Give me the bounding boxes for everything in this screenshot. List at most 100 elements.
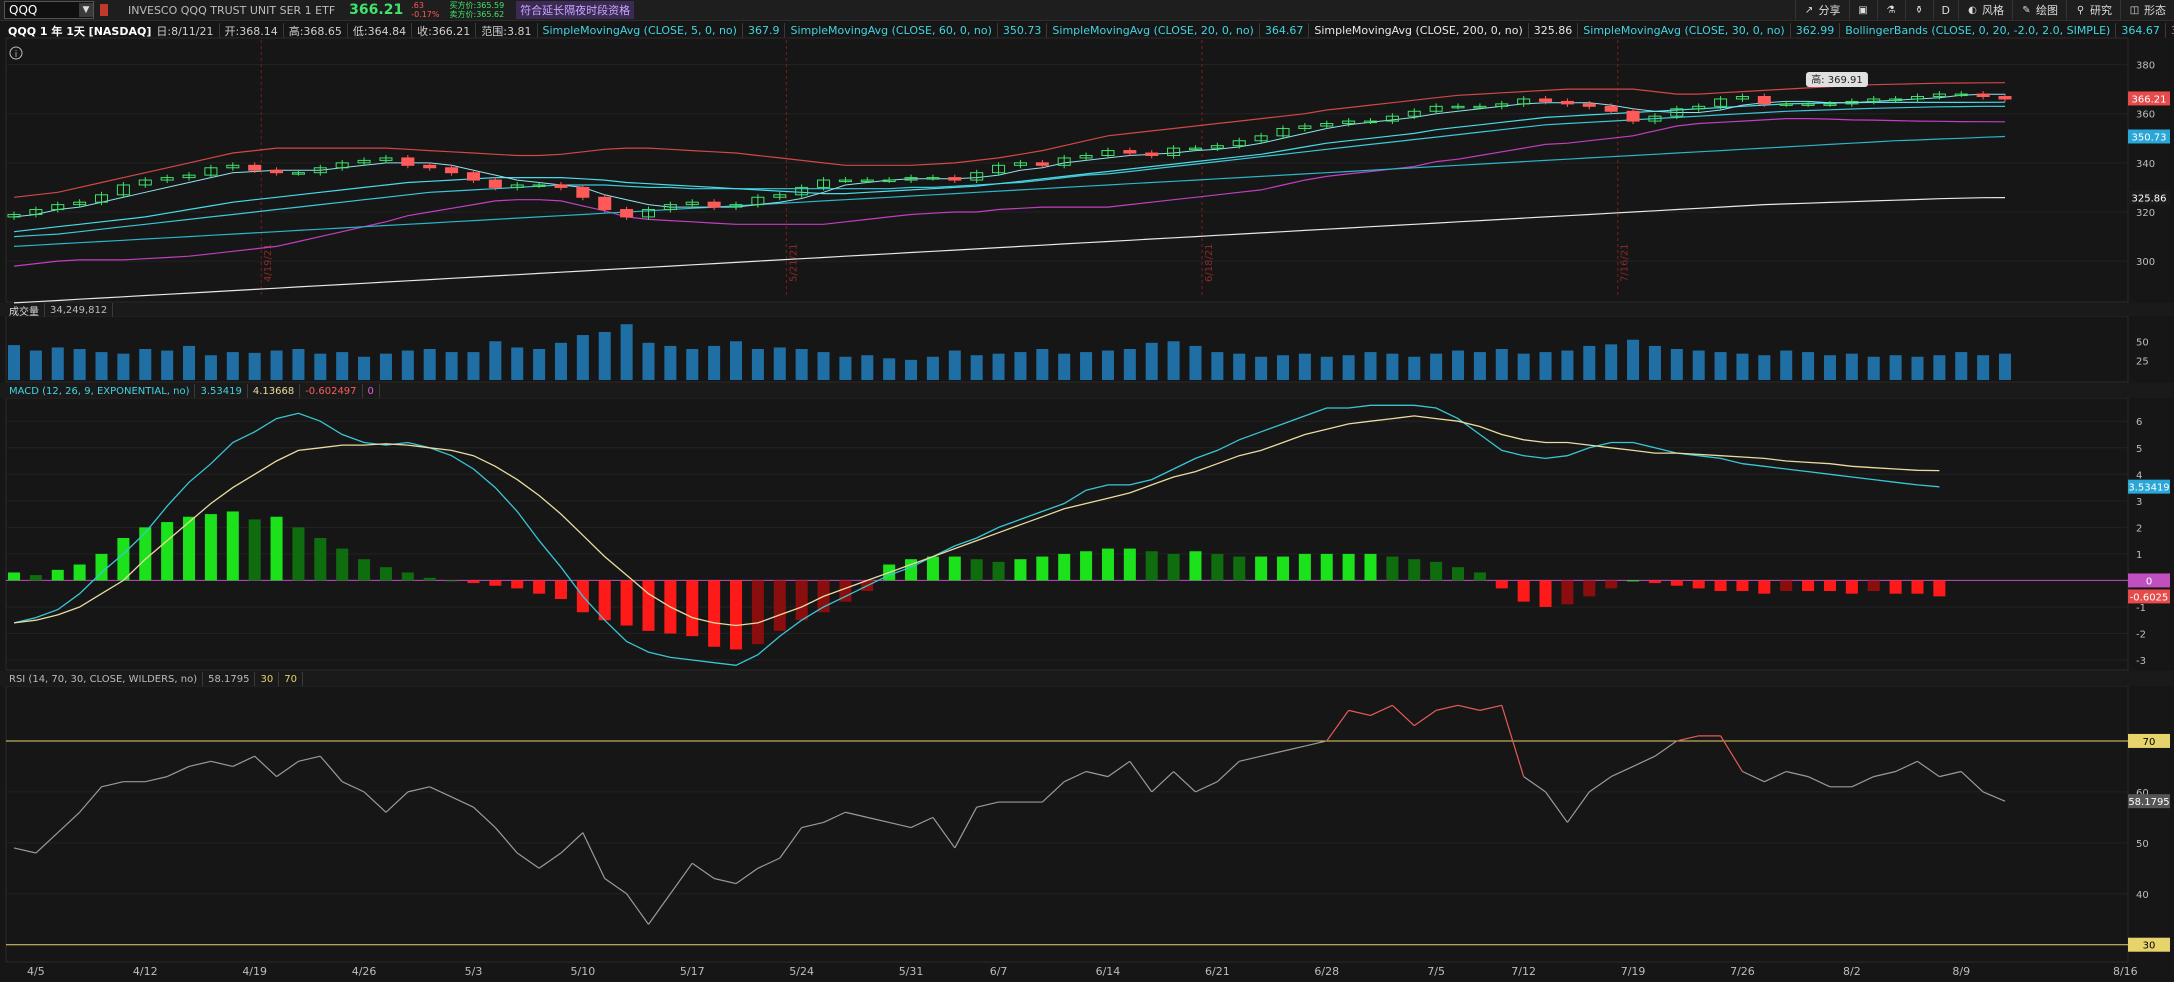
- macd-title: MACD (12, 26, 9, EXPONENTIAL, no): [4, 384, 196, 398]
- candle-body: [1320, 123, 1334, 127]
- candle-body: [510, 184, 524, 188]
- rsi-line-segment: [473, 806, 496, 828]
- macd-axis-tick: 4: [2136, 470, 2142, 481]
- last-price: 366.21: [349, 2, 404, 18]
- price-axis-tick: 360: [2136, 110, 2155, 121]
- toolbar-button-pattern[interactable]: ◫ 形态: [2120, 0, 2174, 20]
- flag-icon[interactable]: [100, 4, 108, 16]
- candle-body: [1954, 93, 1968, 97]
- rsi-title: RSI (14, 70, 30, CLOSE, WILDERS, no): [4, 672, 204, 686]
- rsi-axis-tick: 50: [2136, 839, 2149, 850]
- macd-histogram-bar: [95, 553, 108, 581]
- rsi-line-segment: [1085, 770, 1109, 778]
- macd-zero-tag: 0: [2146, 576, 2152, 587]
- volume-bar: [270, 350, 283, 380]
- macd-histogram-bar: [729, 580, 743, 650]
- candle-body: [817, 179, 831, 188]
- macd-zero-tag-bg: [2128, 573, 2170, 588]
- toolbar-button-period[interactable]: D: [1932, 0, 1958, 20]
- x-axis-label: 6/14: [1096, 965, 1121, 978]
- macd-histogram-bar: [1670, 580, 1683, 586]
- volume-bar: [1342, 355, 1355, 380]
- toolbar-button-flask[interactable]: ⚗: [1876, 0, 1905, 20]
- toolbar-button-label: D: [1941, 3, 1950, 17]
- rsi-70-tag-bg: [2128, 733, 2170, 748]
- x-axis-label: 7/12: [1511, 965, 1536, 978]
- rsi-axis-tick: 60: [2136, 788, 2149, 799]
- x-axis-label: 7/26: [1730, 965, 1755, 978]
- volume-bar: [1167, 341, 1180, 380]
- macd-axis-tick: 2: [2136, 523, 2142, 534]
- info-icon: [9, 46, 23, 60]
- macd-histogram-bar: [1539, 580, 1552, 607]
- volume-bar: [1955, 352, 1968, 380]
- bid-ask: 买方价:365.59 卖方价:365.62: [450, 1, 505, 19]
- macd-histogram-bar: [1211, 553, 1224, 581]
- macd-histogram-bar: [620, 580, 633, 626]
- extended-hours-button[interactable]: 符合延长隔夜时段资格: [516, 1, 635, 19]
- study-icon: ⚲: [2076, 4, 2085, 16]
- toolbar-button-beaker[interactable]: ⚱: [1904, 0, 1933, 20]
- macd-histogram-bar: [948, 556, 961, 581]
- candle-body: [620, 209, 634, 218]
- volume-bar: [1430, 353, 1443, 380]
- screen-icon: ▣: [1858, 4, 1868, 16]
- macd-axis-tick: 6: [2136, 417, 2142, 428]
- toolbar-button-style[interactable]: ◐ 风格: [1958, 0, 2012, 20]
- macd-histogram-bar: [29, 575, 42, 581]
- macd-histogram-bar: [1101, 548, 1114, 581]
- candle-body: [1188, 147, 1202, 151]
- volume-bar: [708, 345, 721, 380]
- candle-body: [138, 179, 152, 186]
- rsi-70-tag: 70: [2143, 737, 2156, 748]
- volume-bar: [117, 353, 130, 380]
- toolbar-button-study[interactable]: ⚲ 研究: [2066, 0, 2120, 20]
- macd-diff-tag-bg: [2128, 589, 2170, 604]
- rsi-line-segment: [1260, 750, 1284, 757]
- macd-avg-line: [13, 415, 1940, 627]
- candle-body: [1210, 145, 1224, 149]
- candle-body: [1101, 150, 1115, 156]
- volume-bar: [1495, 349, 1508, 380]
- rsi-line-segment: [976, 801, 999, 808]
- symbol-selector[interactable]: QQQ ▼: [4, 1, 94, 19]
- volume-bar: [554, 342, 567, 380]
- x-axis-label: 5/17: [680, 965, 705, 978]
- symbol-input[interactable]: QQQ: [9, 3, 38, 17]
- macd-axis-tick: -3: [2136, 656, 2146, 667]
- rsi-line-segment: [1895, 760, 1918, 773]
- candle-body: [1429, 105, 1443, 112]
- macd-histogram-bar: [1495, 580, 1508, 589]
- toolbar-button-share[interactable]: ↗ 分享: [1794, 0, 1849, 20]
- rsi-line-segment: [57, 811, 81, 834]
- volume-bar: [1408, 356, 1421, 380]
- macd-histogram-bar: [1167, 553, 1180, 581]
- chevron-down-icon[interactable]: ▼: [79, 3, 93, 17]
- volume-bar: [533, 349, 546, 380]
- volume-bar: [1605, 344, 1618, 380]
- toolbar-button-drawing[interactable]: ✎ 绘图: [2012, 0, 2066, 20]
- volume-bar: [489, 341, 502, 380]
- volume-bar: [292, 349, 305, 380]
- rsi-line-segment: [1960, 771, 1984, 793]
- volume-bar: [445, 352, 458, 380]
- candle-body: [1057, 157, 1071, 166]
- study-legend-item: SimpleMovingAvg (CLOSE, 20, 0, no): [1047, 23, 1260, 38]
- rsi-line-segment: [298, 755, 321, 762]
- volume-bar: [576, 335, 589, 380]
- event-line-label: 6/18/21: [1204, 243, 1215, 282]
- rsi-line-segment: [1588, 776, 1612, 793]
- macd-histogram-bar: [598, 580, 611, 621]
- candle-body: [1735, 96, 1749, 100]
- rsi-line-segment: [1173, 771, 1196, 793]
- sma200-tag: 325.86: [2132, 194, 2167, 205]
- rsi-line-segment: [1195, 781, 1218, 793]
- candle-body: [838, 179, 852, 183]
- volume-bar: [1145, 342, 1158, 380]
- rsi-value: 58.1795: [203, 672, 256, 686]
- macd-histogram-bar: [336, 548, 349, 581]
- rsi-line-segment: [1917, 760, 1940, 778]
- toolbar-button-screen[interactable]: ▣: [1848, 0, 1877, 20]
- volume-bar: [795, 349, 808, 380]
